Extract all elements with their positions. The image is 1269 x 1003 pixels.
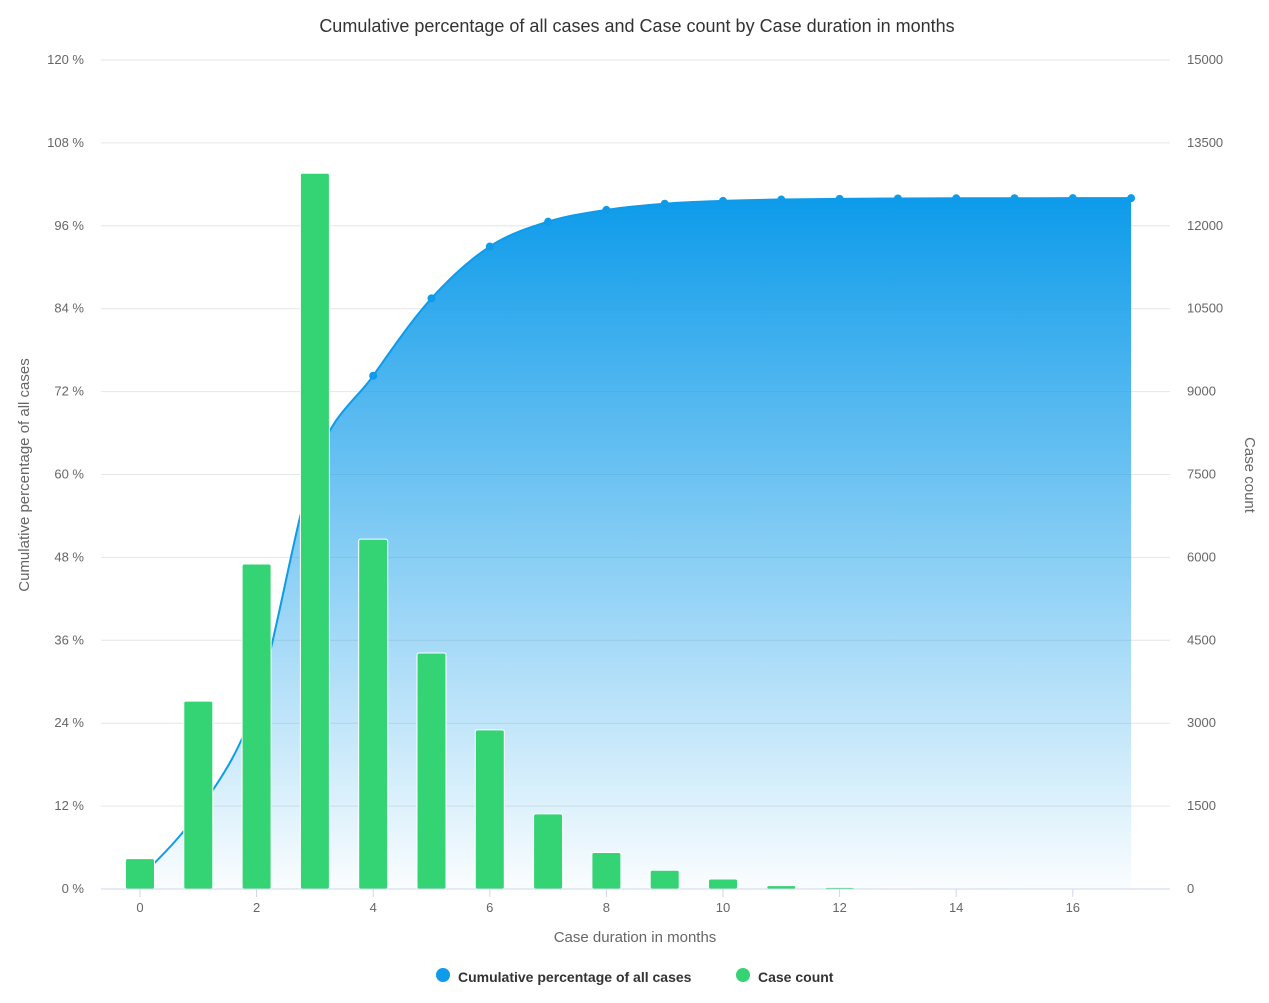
x-tick-label: 14 [949,900,963,915]
cumulative-point[interactable] [893,194,902,203]
x-tick-label: 6 [486,900,493,915]
cumulative-point[interactable] [544,217,553,226]
cumulative-point[interactable] [427,294,436,303]
case-count-bar[interactable] [125,858,155,890]
y-right-tick-label: 13500 [1187,135,1223,150]
case-count-bar[interactable] [183,700,214,890]
y-right-tick-label: 15000 [1187,52,1223,67]
case-count-bar[interactable] [416,652,447,890]
x-tick-label: 16 [1066,900,1080,915]
y-left-tick-label: 84 % [54,301,84,316]
x-tick-label: 10 [716,900,730,915]
y-left-tick-label: 72 % [54,384,84,399]
y-left-tick-label: 12 % [54,798,84,813]
y-right-tick-label: 9000 [1187,384,1216,399]
y-left-tick-label: 36 % [54,632,84,647]
y-left-tick-label: 24 % [54,715,84,730]
x-tick-label: 12 [832,900,846,915]
cumulative-area-series[interactable] [136,194,1136,889]
cumulative-point[interactable] [1127,194,1136,203]
cumulative-point[interactable] [952,194,961,203]
legend-item-case-count[interactable]: Case count [736,968,834,985]
y-left-tick-label: 60 % [54,467,84,482]
y-right-tick-label: 6000 [1187,549,1216,564]
y-right-tick-label: 4500 [1187,632,1216,647]
legend-item-cumulative[interactable]: Cumulative percentage of all cases [436,968,692,985]
y-right-tick-label: 12000 [1187,218,1223,233]
case-count-bar[interactable] [474,729,505,890]
cumulative-point[interactable] [1010,194,1019,203]
cumulative-point[interactable] [777,195,786,204]
x-tick-label: 0 [136,900,143,915]
y-right-tick-label: 7500 [1187,467,1216,482]
x-tick-label: 4 [370,900,377,915]
case-count-bar[interactable] [358,538,389,890]
cumulative-point[interactable] [719,196,727,205]
y-axis-right-title: Case count [1241,437,1258,514]
case-count-bar[interactable] [708,878,738,890]
case-count-bar[interactable] [591,852,622,890]
case-count-bar[interactable] [533,813,564,890]
legend-label-case-count: Case count [758,969,834,985]
y-right-tick-label: 10500 [1187,301,1223,316]
cumulative-point[interactable] [835,194,844,203]
y-left-tick-label: 0 % [62,881,85,896]
y-left-tick-label: 48 % [54,549,84,564]
y-right-tick-label: 3000 [1187,715,1216,730]
legend-label-cumulative: Cumulative percentage of all cases [458,969,692,985]
cumulative-point[interactable] [660,199,669,208]
chart-title: Cumulative percentage of all cases and C… [319,16,954,36]
case-count-bar[interactable] [299,172,330,890]
y-left-tick-label: 108 % [47,135,84,150]
x-axis-title: Case duration in months [554,929,717,946]
case-count-bar[interactable] [649,869,680,890]
legend-marker-case-count [736,968,750,982]
legend-marker-cumulative [436,968,450,982]
y-axis-left: 0 % 12 % 24 % 36 % 48 % 60 % 72 % 84 % 96 % 108 %… [47,52,84,896]
cumulative-line [139,197,1132,879]
x-tick-label: 8 [603,900,610,915]
y-right-tick-label: 1500 [1187,798,1216,813]
y-right-tick-label: 0 [1187,881,1194,896]
cumulative-point[interactable] [1068,194,1077,203]
y-axis-left-title: Cumulative percentage of all cases [16,358,33,591]
y-axis-right: 0 1500 3000 4500 6000 7500 9000 10500 12000 13500… [1187,52,1223,896]
legend: Cumulative percentage of all cases Case … [436,968,834,985]
y-left-tick-label: 96 % [54,218,84,233]
case-count-bar[interactable] [241,563,272,890]
cumulative-point[interactable] [369,371,378,380]
cumulative-point[interactable] [485,242,494,251]
x-axis: 0 2 4 6 8 10 12 14 16 [101,888,1170,915]
cumulative-point[interactable] [602,205,611,214]
y-left-tick-label: 120 % [47,52,84,67]
cumulative-area-fill [140,198,1132,889]
x-tick-label: 2 [253,900,260,915]
case-count-bars[interactable] [125,172,1147,890]
